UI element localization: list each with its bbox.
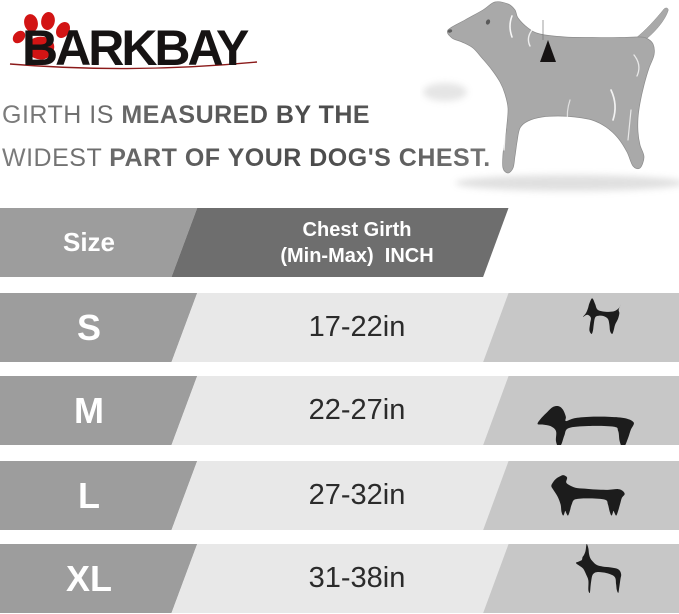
svg-text:BARKBAY: BARKBAY: [22, 20, 249, 70]
